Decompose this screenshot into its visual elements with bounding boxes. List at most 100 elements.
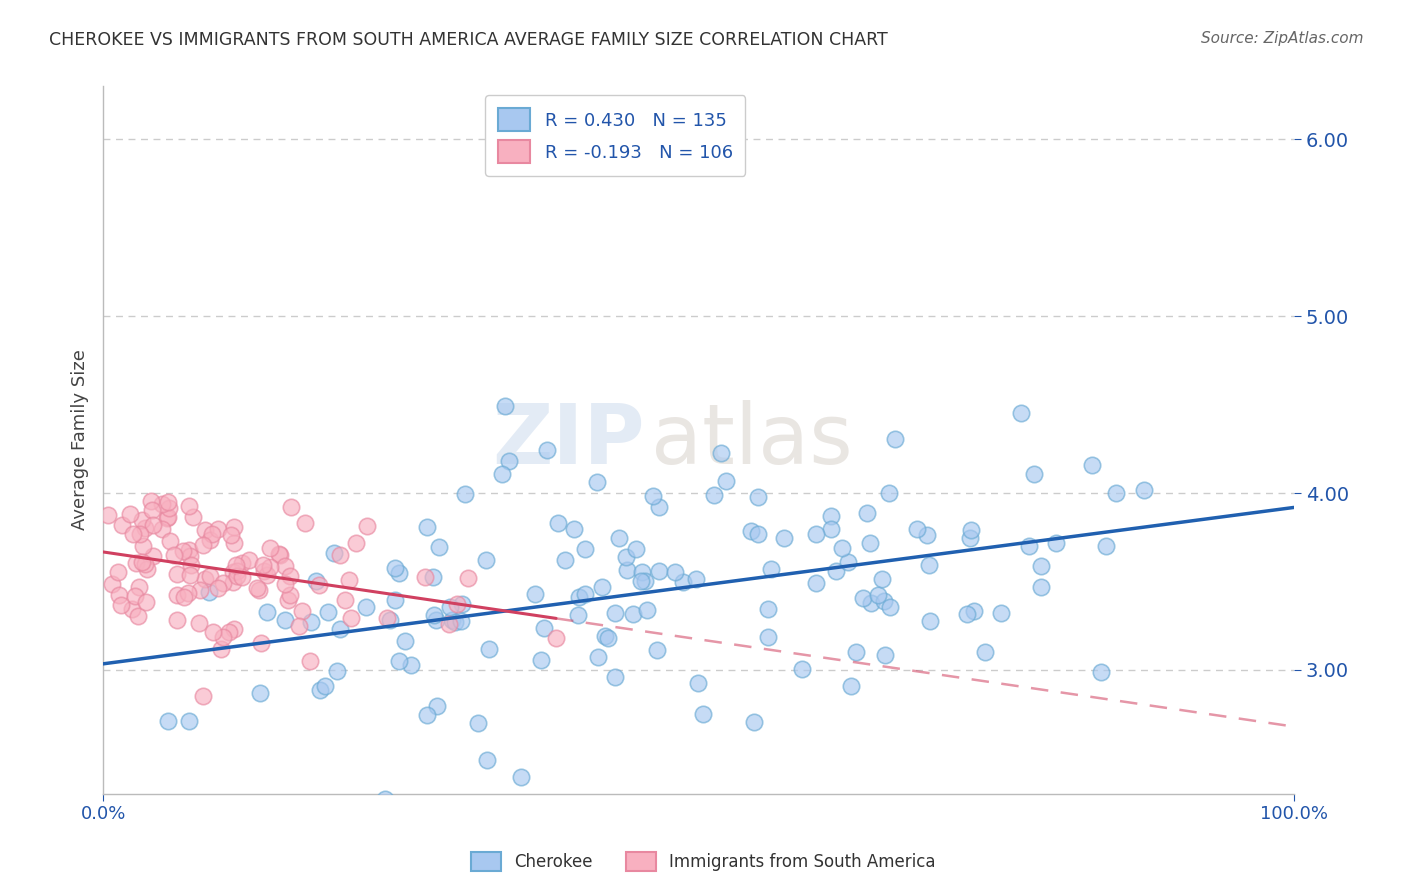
Point xyxy=(820,509,842,524)
Point xyxy=(806,527,828,541)
Point xyxy=(591,580,613,594)
Y-axis label: Average Family Size: Average Family Size xyxy=(72,350,89,531)
Point xyxy=(714,474,737,488)
Point xyxy=(758,601,780,615)
Point xyxy=(328,622,350,636)
Point xyxy=(388,654,411,668)
Point xyxy=(194,523,217,537)
Point xyxy=(547,516,569,530)
Point xyxy=(831,541,853,556)
Point xyxy=(124,589,146,603)
Point xyxy=(756,630,779,644)
Point xyxy=(226,569,249,583)
Point xyxy=(415,570,437,584)
Point xyxy=(179,567,201,582)
Point xyxy=(231,556,253,570)
Text: Source: ZipAtlas.com: Source: ZipAtlas.com xyxy=(1201,31,1364,46)
Point xyxy=(839,679,862,693)
Point xyxy=(454,486,477,500)
Point xyxy=(181,509,204,524)
Point xyxy=(322,546,344,560)
Point xyxy=(207,581,229,595)
Point xyxy=(180,558,202,572)
Point xyxy=(586,650,609,665)
Point xyxy=(246,581,269,595)
Text: CHEROKEE VS IMMIGRANTS FROM SOUTH AMERICA AVERAGE FAMILY SIZE CORRELATION CHART: CHEROKEE VS IMMIGRANTS FROM SOUTH AMERIC… xyxy=(49,31,889,49)
Point xyxy=(316,605,339,619)
Point xyxy=(259,541,281,555)
Point xyxy=(314,679,336,693)
Point xyxy=(176,585,198,599)
Point xyxy=(337,573,360,587)
Point xyxy=(200,569,222,583)
Point xyxy=(1132,483,1154,498)
Point xyxy=(299,654,322,668)
Point xyxy=(870,572,893,586)
Point xyxy=(157,510,180,524)
Point xyxy=(374,792,396,806)
Point xyxy=(416,708,439,723)
Point xyxy=(280,500,302,515)
Point xyxy=(273,559,295,574)
Point xyxy=(218,625,240,640)
Point xyxy=(384,593,406,607)
Point xyxy=(855,506,877,520)
Point xyxy=(530,653,553,667)
Point xyxy=(586,475,609,490)
Point xyxy=(533,621,555,635)
Point xyxy=(959,531,981,545)
Point xyxy=(423,805,446,819)
Point xyxy=(820,521,842,535)
Point xyxy=(222,623,245,637)
Point xyxy=(1010,406,1032,420)
Point xyxy=(288,619,311,633)
Point xyxy=(187,615,209,630)
Point xyxy=(475,553,498,567)
Point xyxy=(155,511,177,525)
Point xyxy=(1045,536,1067,550)
Point xyxy=(962,604,984,618)
Point xyxy=(253,565,276,579)
Point xyxy=(437,617,460,632)
Point xyxy=(159,533,181,548)
Point xyxy=(308,578,330,592)
Point xyxy=(974,645,997,659)
Legend: Cherokee, Immigrants from South America: Cherokee, Immigrants from South America xyxy=(463,843,943,880)
Point xyxy=(918,558,941,573)
Point xyxy=(101,577,124,591)
Point xyxy=(142,549,165,563)
Point xyxy=(672,575,695,590)
Point xyxy=(710,446,733,460)
Point xyxy=(422,607,444,622)
Point xyxy=(107,565,129,579)
Point xyxy=(274,613,297,627)
Point xyxy=(142,518,165,533)
Point xyxy=(598,631,620,645)
Point xyxy=(1031,580,1053,594)
Point xyxy=(329,548,352,562)
Point xyxy=(664,565,686,579)
Point xyxy=(498,454,520,468)
Point xyxy=(198,533,221,548)
Point xyxy=(685,572,707,586)
Point xyxy=(249,686,271,700)
Point xyxy=(166,567,188,582)
Point xyxy=(191,690,214,704)
Point xyxy=(450,615,472,629)
Point xyxy=(97,508,120,522)
Point xyxy=(250,636,273,650)
Point xyxy=(960,523,983,537)
Point xyxy=(692,707,714,722)
Point xyxy=(624,541,647,556)
Point xyxy=(1094,539,1116,553)
Point xyxy=(457,571,479,585)
Point xyxy=(344,536,367,550)
Point xyxy=(425,614,447,628)
Point xyxy=(918,615,941,629)
Point xyxy=(595,629,617,643)
Point xyxy=(440,613,463,627)
Point xyxy=(238,553,260,567)
Point xyxy=(427,540,450,554)
Point xyxy=(845,644,868,658)
Point xyxy=(225,558,247,573)
